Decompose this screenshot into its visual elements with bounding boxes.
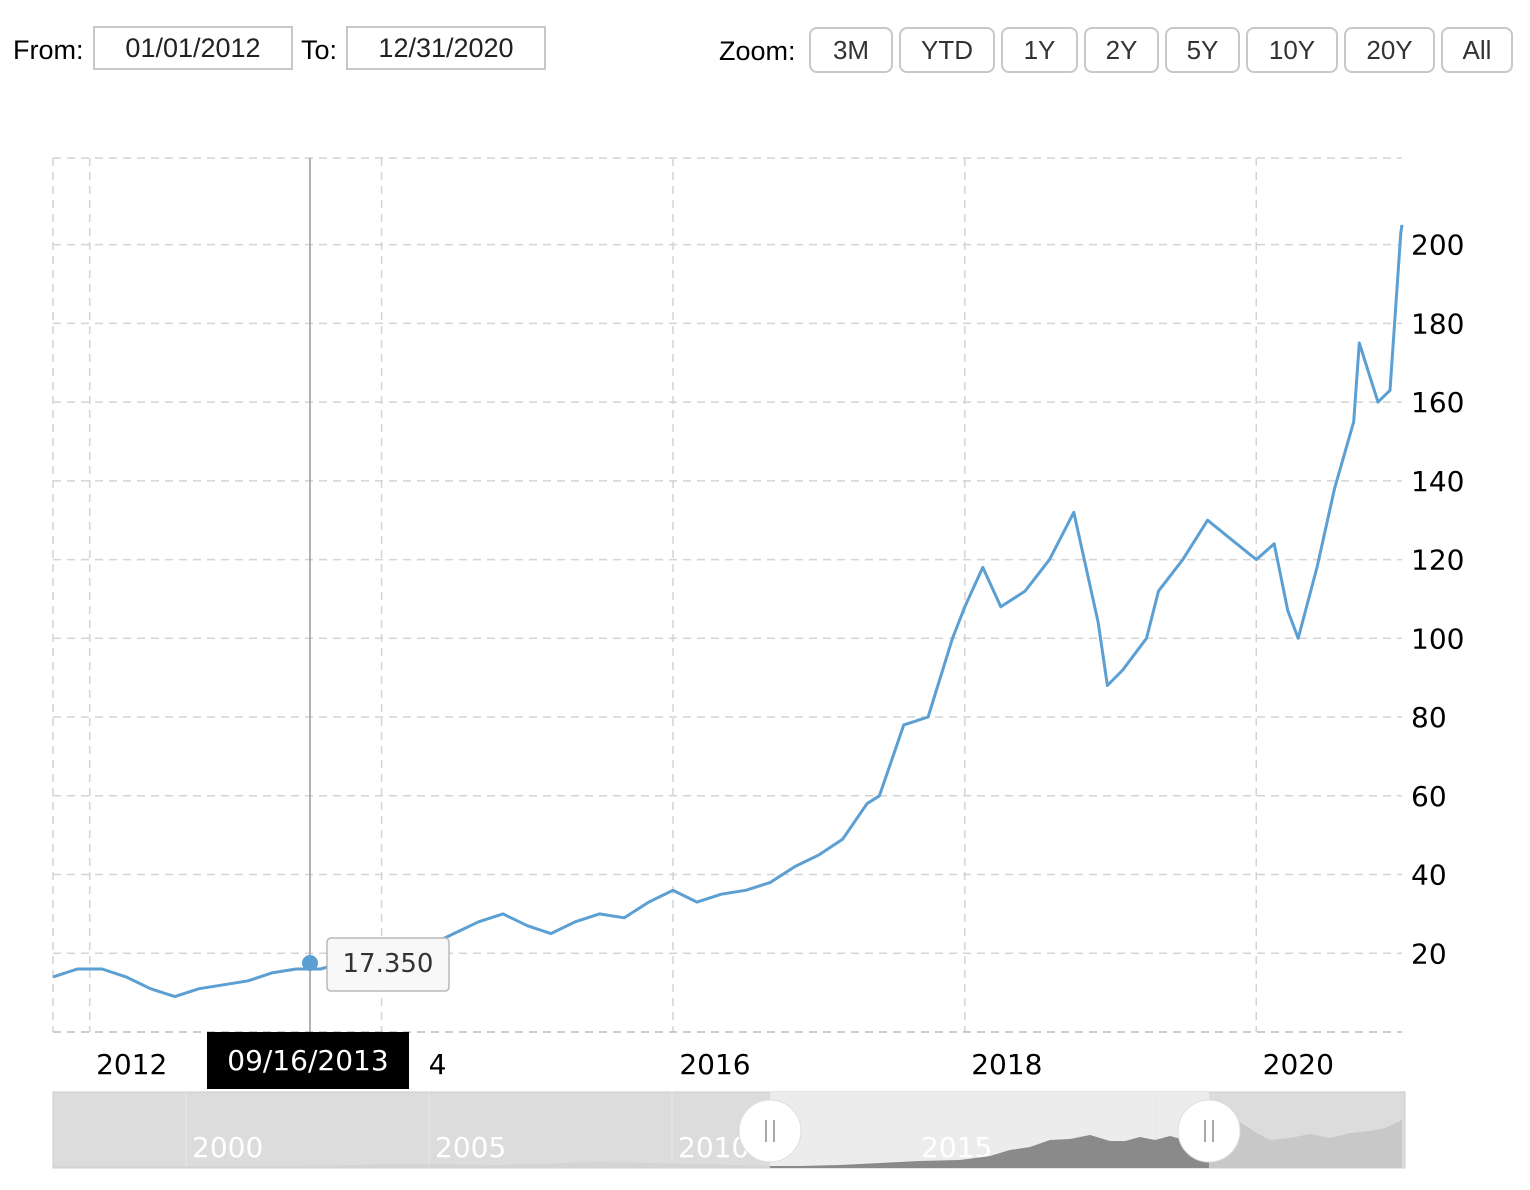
zoom-20y-button[interactable]: 20Y bbox=[1344, 27, 1435, 73]
zoom-3m-button[interactable]: 3M bbox=[809, 27, 893, 73]
y-tick-label-120: 120 bbox=[1411, 544, 1464, 577]
x-tick-label-2020: 2020 bbox=[1263, 1048, 1334, 1081]
navigator-area-before bbox=[53, 1162, 770, 1168]
navigator-label-2010: 2010 bbox=[678, 1131, 749, 1164]
navigator-area-selected bbox=[770, 1135, 1209, 1168]
y-tick-label-40: 40 bbox=[1411, 859, 1447, 892]
y-axis-labels: 20 40 60 80 100 120 140 160 180 200 bbox=[1411, 229, 1464, 971]
y-tick-label-200: 200 bbox=[1411, 229, 1464, 262]
navigator-left-handle[interactable] bbox=[738, 1099, 802, 1163]
zoom-2y-button[interactable]: 2Y bbox=[1084, 27, 1159, 73]
navigator-right-handle[interactable] bbox=[1177, 1099, 1241, 1163]
date-flag bbox=[207, 1032, 409, 1089]
x-tick-label-2012: 2012 bbox=[96, 1048, 167, 1081]
navigator[interactable]: 20002005201020152020 bbox=[52, 1091, 1406, 1169]
from-label: From: bbox=[13, 35, 84, 65]
zoom-button-group: 3M YTD 1Y 2Y 5Y 10Y 20Y All bbox=[809, 27, 1513, 73]
to-label: To: bbox=[301, 35, 338, 65]
hover-point-marker bbox=[302, 955, 318, 971]
navigator-area-after bbox=[1209, 1120, 1402, 1168]
tooltip-value: 17.350 bbox=[343, 949, 434, 979]
zoom-all-button[interactable]: All bbox=[1441, 27, 1513, 73]
zoom-10y-button[interactable]: 10Y bbox=[1246, 27, 1338, 73]
x-tick-label-2014: 4 bbox=[429, 1048, 447, 1081]
y-tick-label-20: 20 bbox=[1411, 937, 1447, 970]
zoom-1y-button[interactable]: 1Y bbox=[1001, 27, 1078, 73]
zoom-5y-button[interactable]: 5Y bbox=[1165, 27, 1240, 73]
navigator-label-2005: 2005 bbox=[435, 1131, 506, 1164]
x-axis-labels: 2012 4 2016 2018 2020 bbox=[96, 1048, 1334, 1081]
y-tick-label-160: 160 bbox=[1411, 386, 1464, 419]
price-line bbox=[52, 224, 1404, 999]
zoom-ytd-button[interactable]: YTD bbox=[899, 27, 995, 73]
y-tick-label-100: 100 bbox=[1411, 622, 1464, 655]
zoom-label: Zoom: bbox=[719, 36, 796, 66]
x-tick-label-2018: 2018 bbox=[971, 1048, 1042, 1081]
price-series bbox=[52, 224, 1404, 999]
date-flag-label: 09/16/2013 bbox=[227, 1044, 388, 1077]
y-tick-label-60: 60 bbox=[1411, 780, 1447, 813]
y-tick-label-180: 180 bbox=[1411, 307, 1464, 340]
grid-lines bbox=[52, 157, 1402, 1032]
to-date-input[interactable]: 12/31/2020 bbox=[346, 26, 546, 70]
x-tick-label-2016: 2016 bbox=[679, 1048, 750, 1081]
tooltip-box bbox=[326, 937, 450, 992]
y-tick-label-140: 140 bbox=[1411, 465, 1464, 498]
y-tick-label-80: 80 bbox=[1411, 701, 1447, 734]
from-date-input[interactable]: 01/01/2012 bbox=[93, 26, 293, 70]
navigator-label-2000: 2000 bbox=[192, 1131, 263, 1164]
